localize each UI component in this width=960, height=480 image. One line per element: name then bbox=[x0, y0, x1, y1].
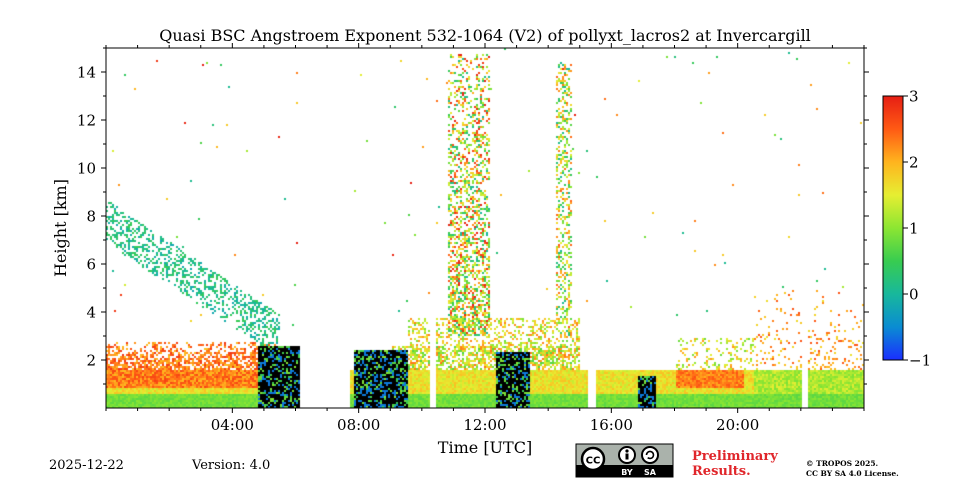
preliminary-line-2: Results. bbox=[692, 464, 751, 479]
y-tick-label: 12 bbox=[77, 112, 96, 130]
colorbar: −1 0 1 2 3 bbox=[882, 88, 931, 370]
heatmap-area bbox=[106, 48, 864, 408]
cc-icon bbox=[580, 446, 606, 472]
y-tick-label: 4 bbox=[86, 304, 96, 322]
copyright-line-2: CC BY SA 4.0 License. bbox=[806, 469, 899, 478]
x-tick-label: 08:00 bbox=[337, 416, 380, 434]
x-tick-label: 04:00 bbox=[211, 416, 254, 434]
x-axis-label: Time [UTC] bbox=[438, 438, 532, 457]
footer-version: Version: 4.0 bbox=[192, 458, 271, 473]
y-tick-label: 2 bbox=[86, 352, 96, 370]
y-tick-label: 14 bbox=[77, 64, 96, 82]
colorbar-tick-label: 3 bbox=[909, 88, 919, 106]
y-tick-label: 6 bbox=[86, 256, 96, 274]
heatmap-image bbox=[106, 48, 864, 408]
sa-icon bbox=[641, 446, 659, 464]
colorbar-tick-label: 1 bbox=[909, 220, 919, 238]
cc-badge-cc: CC bbox=[586, 456, 601, 467]
colorbar-gradient bbox=[882, 95, 904, 361]
x-tick-label: 16:00 bbox=[590, 416, 633, 434]
preliminary-line-1: Preliminary bbox=[692, 449, 778, 464]
footer-date: 2025-12-22 bbox=[49, 458, 124, 473]
cc-badge-by: BY bbox=[621, 468, 633, 477]
y-tick-label: 8 bbox=[86, 208, 96, 226]
cc-license-badge: CC BY SA bbox=[575, 443, 674, 478]
cc-badge-sa: SA bbox=[644, 468, 657, 477]
x-tick-label: 12:00 bbox=[463, 416, 506, 434]
chart-title: Quasi BSC Angstroem Exponent 532-1064 (V… bbox=[159, 26, 811, 45]
y-tick-label: 10 bbox=[77, 160, 96, 178]
y-axis-label: Height [km] bbox=[51, 179, 70, 277]
colorbar-tick-label: 0 bbox=[909, 286, 919, 304]
x-tick-label: 20:00 bbox=[716, 416, 759, 434]
colorbar-tick-label: −1 bbox=[909, 352, 931, 370]
tropos-copyright: © TROPOS 2025. CC BY SA 4.0 License. bbox=[806, 459, 899, 479]
colorbar-tick-label: 2 bbox=[909, 154, 919, 172]
copyright-line-1: © TROPOS 2025. bbox=[806, 459, 879, 468]
preliminary-results-label: Preliminary Results. bbox=[692, 449, 778, 479]
axes-ticks: 04:00 08:00 12:00 16:00 20:00 2 4 6 8 10 12 14 bbox=[77, 43, 869, 434]
